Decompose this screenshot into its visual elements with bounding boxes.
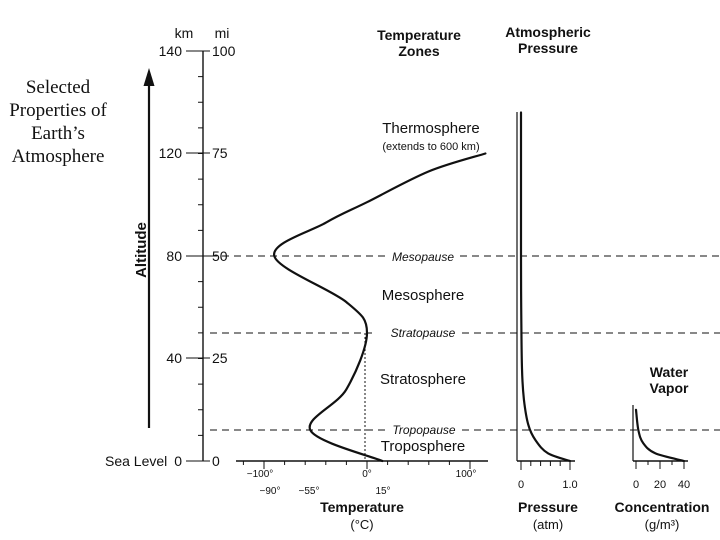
header-atmospheric-pressure-2: Pressure <box>518 40 578 56</box>
vapor-ticks <box>635 461 685 469</box>
title-line-4: Atmosphere <box>12 146 105 167</box>
pressure-tick-0: 0 <box>518 479 524 491</box>
title-line-3: Earth’s <box>31 123 85 144</box>
vapor-axis-label: Concentration <box>615 499 710 515</box>
pressure-tick-1: 1.0 <box>562 479 577 491</box>
mi-tick-75: 75 <box>212 145 228 161</box>
km-tick-80: 80 <box>166 248 182 264</box>
header-water-vapor-2: Vapor <box>650 380 689 396</box>
temperature-axis-unit: (°C) <box>350 517 373 532</box>
mi-tick-100: 100 <box>212 43 236 59</box>
title-line-1: Selected <box>26 77 91 98</box>
mesopause-label: Mesopause <box>392 250 454 264</box>
temp-tick-0: 0° <box>362 469 372 480</box>
temp-tick-minus90: −90° <box>260 486 281 497</box>
altitude-axis: km mi 140 120 80 40 0 100 75 50 25 0 Sea… <box>105 25 236 469</box>
temp-tick-15: 15° <box>375 486 390 497</box>
mi-header: mi <box>215 25 230 41</box>
temp-tick-100: 100° <box>456 469 477 480</box>
minor-ticks <box>198 76 203 462</box>
header-temperature-zones-2: Zones <box>398 43 439 59</box>
vapor-tick-20: 20 <box>654 479 666 491</box>
km-tick-140: 140 <box>159 43 183 59</box>
pressure-axis-label: Pressure <box>518 499 578 515</box>
sea-level-label: Sea Level <box>105 453 167 469</box>
altitude-label: Altitude <box>133 222 150 278</box>
mesosphere-label: Mesosphere <box>382 287 465 304</box>
temp-tick-minus100: −100° <box>247 469 274 480</box>
pressure-axis-unit: (atm) <box>533 517 563 532</box>
mi-tick-0: 0 <box>212 453 220 469</box>
stratopause-label: Stratopause <box>391 326 456 340</box>
km-header: km <box>175 25 194 41</box>
tropopause-label: Tropopause <box>392 423 455 437</box>
pressure-curve <box>519 111 572 463</box>
vapor-tick-40: 40 <box>678 479 690 491</box>
km-tick-40: 40 <box>166 350 182 366</box>
water-vapor-curve <box>634 408 686 463</box>
vapor-tick-0: 0 <box>633 479 639 491</box>
pressure-ticks <box>520 461 571 470</box>
temperature-axis-label: Temperature <box>320 499 404 515</box>
altitude-arrow <box>143 68 155 428</box>
diagram-title: Selected Properties of Earth’s Atmospher… <box>9 77 107 167</box>
stratosphere-label: Stratosphere <box>380 371 466 388</box>
title-line-2: Properties of <box>9 100 107 121</box>
temperature-curve <box>273 152 487 463</box>
troposphere-label: Troposphere <box>381 438 466 455</box>
header-water-vapor-1: Water <box>650 364 689 380</box>
temp-tick-minus55: −55° <box>299 486 320 497</box>
header-atmospheric-pressure-1: Atmospheric <box>505 24 591 40</box>
thermosphere-label: Thermosphere <box>382 120 480 137</box>
km-tick-120: 120 <box>159 145 183 161</box>
header-temperature-zones-1: Temperature <box>377 27 461 43</box>
mi-tick-50: 50 <box>212 248 228 264</box>
km-tick-0: 0 <box>174 453 182 469</box>
temperature-ticks <box>242 461 471 469</box>
mi-tick-25: 25 <box>212 350 228 366</box>
vapor-axis-unit: (g/m³) <box>645 517 680 532</box>
thermosphere-note: (extends to 600 km) <box>382 141 479 153</box>
